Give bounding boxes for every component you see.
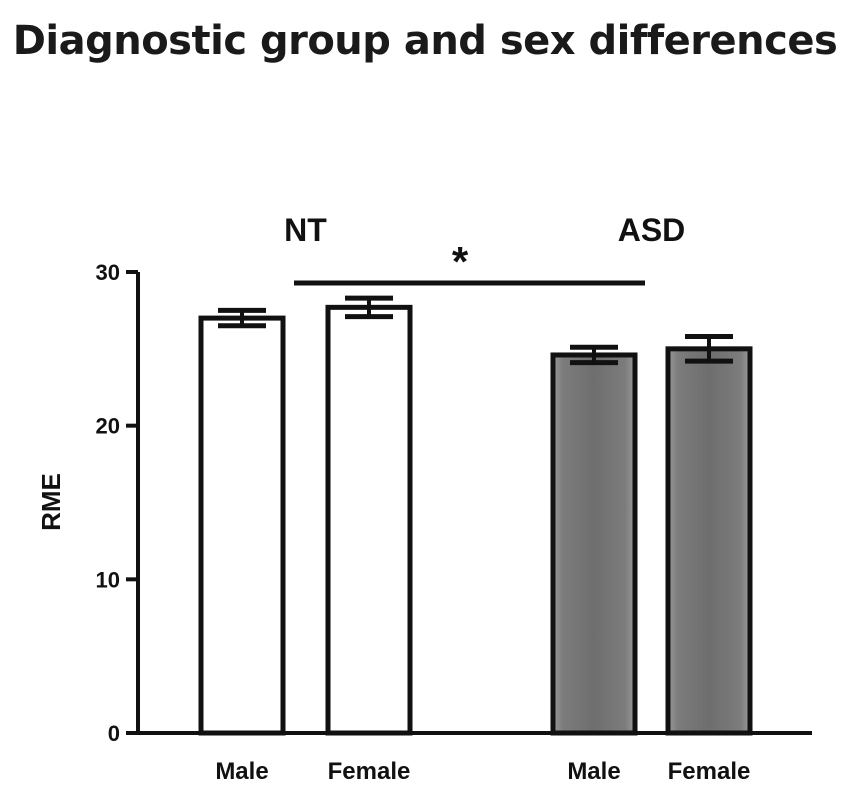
bar xyxy=(198,315,286,736)
bar xyxy=(665,346,753,736)
category-label: Female xyxy=(328,758,411,785)
y-tick-label: 20 xyxy=(96,414,120,439)
y-tick-label: 0 xyxy=(108,721,120,746)
group-label: NT xyxy=(284,212,327,248)
chart-title: Diagnostic group and sex differences xyxy=(12,18,838,64)
category-label: Male xyxy=(567,758,620,785)
y-axis-label: RME xyxy=(36,473,66,531)
significance-marker: * xyxy=(452,238,469,285)
group-label: ASD xyxy=(618,212,686,248)
bar xyxy=(325,304,413,736)
bars xyxy=(198,295,753,736)
y-tick-label: 30 xyxy=(96,260,120,285)
category-label: Female xyxy=(668,758,751,785)
category-label: Male xyxy=(215,758,268,785)
bar xyxy=(550,352,638,736)
y-tick-label: 10 xyxy=(96,567,120,592)
labels: RME Male Female Male Female NT ASD * xyxy=(36,212,750,785)
